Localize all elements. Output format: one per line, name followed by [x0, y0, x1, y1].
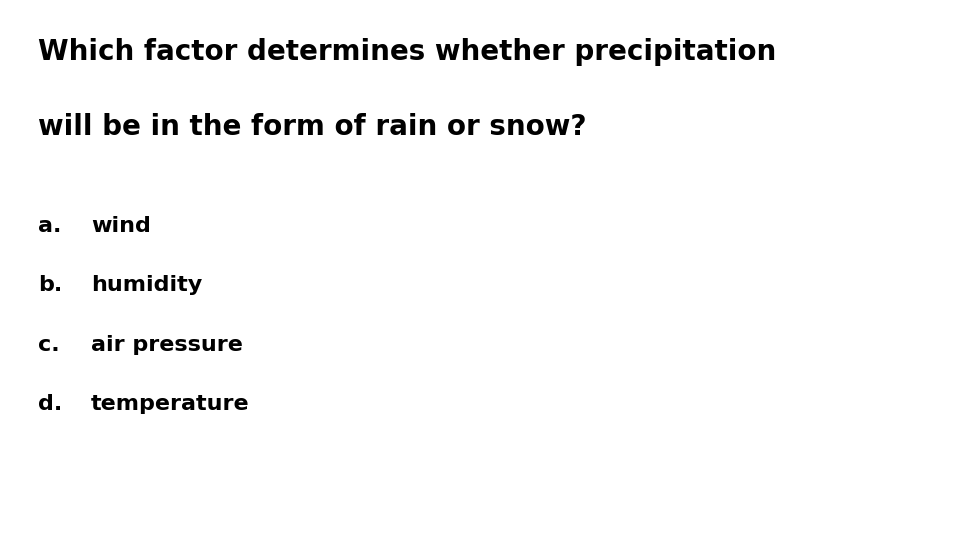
Text: d.: d. — [38, 394, 62, 414]
Text: temperature: temperature — [91, 394, 250, 414]
Text: a.: a. — [38, 216, 61, 236]
Text: will be in the form of rain or snow?: will be in the form of rain or snow? — [38, 113, 587, 141]
Text: c.: c. — [38, 335, 60, 355]
Text: wind: wind — [91, 216, 151, 236]
Text: humidity: humidity — [91, 275, 203, 295]
Text: b.: b. — [38, 275, 62, 295]
Text: Which factor determines whether precipitation: Which factor determines whether precipit… — [38, 38, 777, 66]
Text: air pressure: air pressure — [91, 335, 243, 355]
